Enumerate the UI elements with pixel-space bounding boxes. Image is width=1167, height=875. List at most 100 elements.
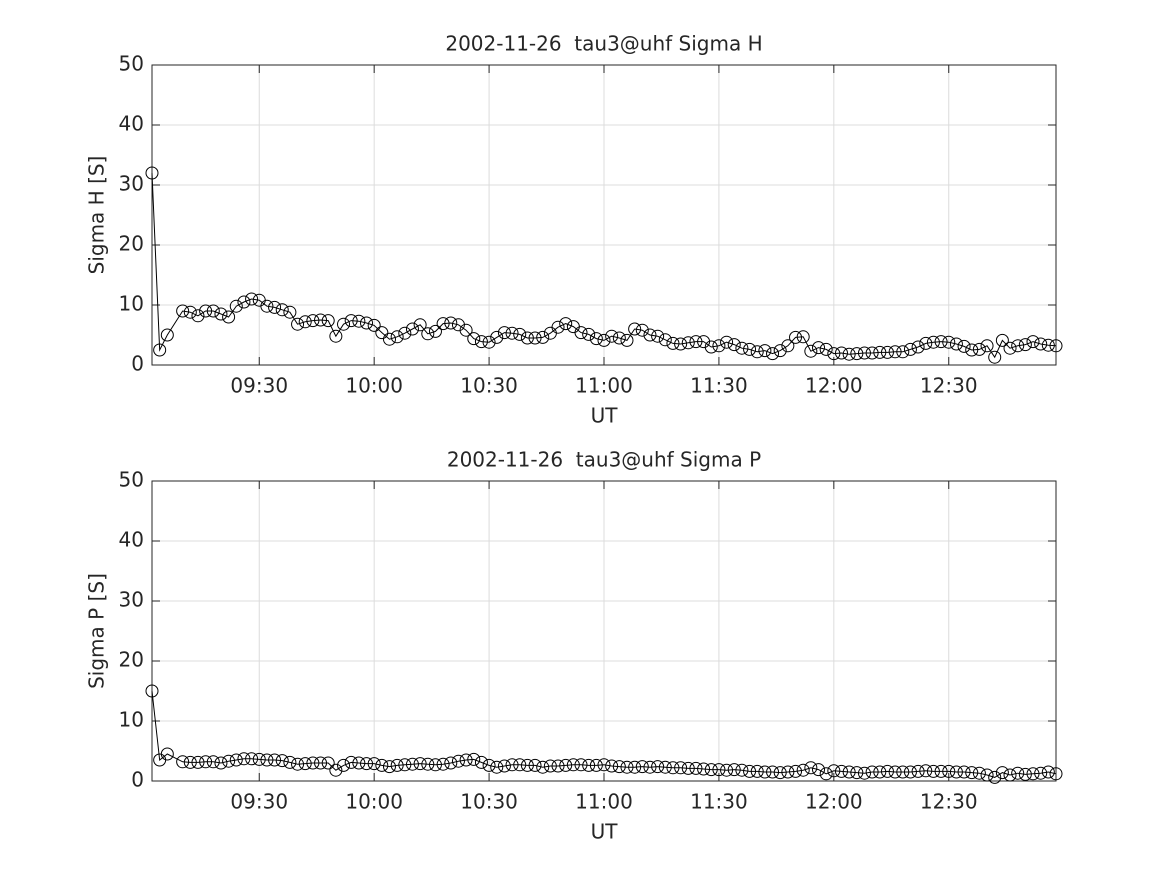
data-line: [151, 690, 1057, 778]
data-point: [459, 753, 473, 767]
data-point: [528, 758, 542, 772]
data-point: [589, 332, 603, 346]
data-point: [819, 342, 833, 356]
data-point: [306, 756, 320, 770]
data-point: [160, 747, 174, 761]
data-point: [834, 346, 848, 360]
data-point: [513, 758, 527, 772]
data-point: [520, 758, 534, 772]
data-point: [888, 345, 902, 359]
data-point: [268, 753, 282, 767]
y-tick-label: 20: [119, 232, 144, 256]
data-point: [1018, 338, 1032, 352]
data-point: [298, 757, 312, 771]
data-point: [482, 335, 496, 349]
y-axis-label: Sigma P [S]: [85, 573, 109, 689]
data-point: [942, 335, 956, 349]
data-point: [382, 332, 396, 346]
data-point: [834, 764, 848, 778]
data-point: [329, 763, 343, 777]
data-point: [620, 760, 634, 774]
data-point: [291, 757, 305, 771]
data-point: [988, 350, 1002, 364]
data-point: [497, 759, 511, 773]
data-point: [980, 768, 994, 782]
data-point: [589, 758, 603, 772]
data-point: [1034, 766, 1048, 780]
data-point: [766, 347, 780, 361]
data-point: [497, 326, 511, 340]
data-point: [337, 758, 351, 772]
data-point: [321, 756, 335, 770]
data-point: [191, 309, 205, 323]
data-point: [176, 304, 190, 318]
data-point: [712, 763, 726, 777]
data-point: [229, 753, 243, 767]
data-point: [1049, 767, 1063, 781]
x-tick-label: 10:30: [460, 374, 518, 398]
data-point: [191, 755, 205, 769]
data-point: [727, 763, 741, 777]
data-point: [957, 765, 971, 779]
data-point: [536, 760, 550, 774]
data-point: [812, 763, 826, 777]
data-point: [735, 763, 749, 777]
y-tick-label: 10: [119, 292, 144, 316]
data-point: [252, 752, 266, 766]
data-point: [428, 324, 442, 338]
data-point: [658, 760, 672, 774]
data-point: [873, 765, 887, 779]
data-point: [873, 345, 887, 359]
data-point: [245, 292, 259, 306]
data-point: [337, 317, 351, 331]
x-tick-label: 11:30: [690, 374, 748, 398]
data-point: [1018, 767, 1032, 781]
x-tick-label: 09:30: [230, 374, 288, 398]
data-point: [551, 320, 565, 334]
data-point: [704, 340, 718, 354]
data-point: [1003, 341, 1017, 355]
data-point: [329, 329, 343, 343]
data-point: [972, 342, 986, 356]
data-point: [1041, 765, 1055, 779]
data-point: [666, 761, 680, 775]
data-point: [605, 329, 619, 343]
data-point: [857, 346, 871, 360]
data-point: [229, 299, 243, 313]
data-point: [965, 343, 979, 357]
data-point: [957, 339, 971, 353]
data-point: [145, 684, 159, 698]
data-point: [1011, 766, 1025, 780]
data-point: [988, 770, 1002, 784]
data-point: [206, 304, 220, 318]
data-point: [743, 764, 757, 778]
x-axis-label: UT: [591, 820, 619, 844]
data-point: [926, 335, 940, 349]
data-point: [949, 765, 963, 779]
data-point: [321, 314, 335, 328]
data-point: [444, 756, 458, 770]
data-point: [467, 752, 481, 766]
y-axis-label: Sigma H [S]: [85, 156, 109, 275]
data-point: [827, 764, 841, 778]
data-point: [398, 758, 412, 772]
data-point: [176, 755, 190, 769]
data-point: [490, 760, 504, 774]
data-point: [291, 317, 305, 331]
data-point: [926, 764, 940, 778]
data-point: [413, 318, 427, 332]
x-tick-label: 12:30: [920, 374, 978, 398]
data-point: [360, 757, 374, 771]
data-point: [750, 345, 764, 359]
x-tick-label: 11:00: [575, 790, 633, 814]
data-point: [536, 330, 550, 344]
y-tick-label: 0: [131, 352, 144, 376]
data-point: [919, 764, 933, 778]
data-point: [727, 338, 741, 352]
data-point: [597, 333, 611, 347]
x-tick-label: 10:00: [345, 790, 403, 814]
data-point: [666, 336, 680, 350]
data-point: [528, 331, 542, 345]
data-point: [382, 760, 396, 774]
data-point: [758, 765, 772, 779]
